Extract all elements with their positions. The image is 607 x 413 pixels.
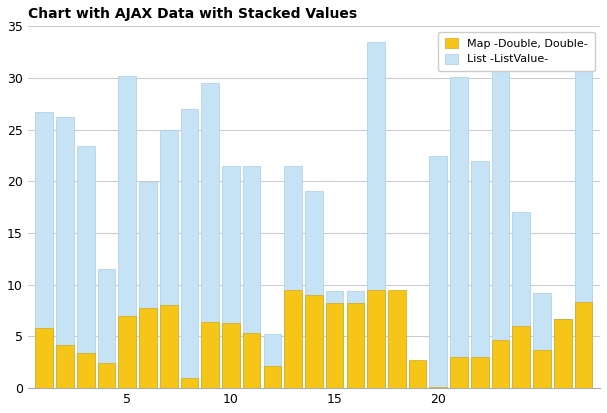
Bar xyxy=(243,166,260,388)
Bar xyxy=(305,295,323,388)
Bar xyxy=(492,339,509,388)
Bar xyxy=(222,166,240,388)
Bar xyxy=(326,304,344,388)
Bar xyxy=(430,156,447,388)
Bar xyxy=(409,360,426,388)
Bar xyxy=(367,290,385,388)
Bar xyxy=(284,166,302,388)
Bar xyxy=(450,77,468,388)
Bar xyxy=(554,319,572,388)
Bar xyxy=(181,109,198,388)
Bar xyxy=(388,290,405,388)
Bar xyxy=(263,366,281,388)
Bar xyxy=(450,357,468,388)
Bar xyxy=(367,42,385,388)
Bar xyxy=(202,322,219,388)
Bar xyxy=(471,161,489,388)
Bar xyxy=(263,335,281,388)
Bar xyxy=(202,83,219,388)
Bar xyxy=(575,64,592,388)
Legend: Map -Double, Double-, List -ListValue-: Map -Double, Double-, List -ListValue- xyxy=(438,32,594,71)
Bar xyxy=(554,319,572,388)
Bar xyxy=(284,290,302,388)
Bar xyxy=(118,316,136,388)
Text: Chart with AJAX Data with Stacked Values: Chart with AJAX Data with Stacked Values xyxy=(28,7,357,21)
Bar xyxy=(326,291,344,388)
Bar xyxy=(533,293,551,388)
Bar xyxy=(388,339,405,388)
Bar xyxy=(430,387,447,388)
Bar xyxy=(56,117,74,388)
Bar xyxy=(243,333,260,388)
Bar xyxy=(347,291,364,388)
Bar xyxy=(533,350,551,388)
Bar xyxy=(347,304,364,388)
Bar xyxy=(160,306,177,388)
Bar xyxy=(35,328,53,388)
Bar xyxy=(160,130,177,388)
Bar xyxy=(512,326,530,388)
Bar xyxy=(139,308,157,388)
Bar xyxy=(305,191,323,388)
Bar xyxy=(118,76,136,388)
Bar xyxy=(222,323,240,388)
Bar xyxy=(409,361,426,388)
Bar xyxy=(492,70,509,388)
Bar xyxy=(35,112,53,388)
Bar xyxy=(77,353,95,388)
Bar xyxy=(181,378,198,388)
Bar xyxy=(471,357,489,388)
Bar xyxy=(512,212,530,388)
Bar xyxy=(77,146,95,388)
Bar xyxy=(98,363,115,388)
Bar xyxy=(575,302,592,388)
Bar xyxy=(139,183,157,388)
Bar xyxy=(56,345,74,388)
Bar xyxy=(98,269,115,388)
